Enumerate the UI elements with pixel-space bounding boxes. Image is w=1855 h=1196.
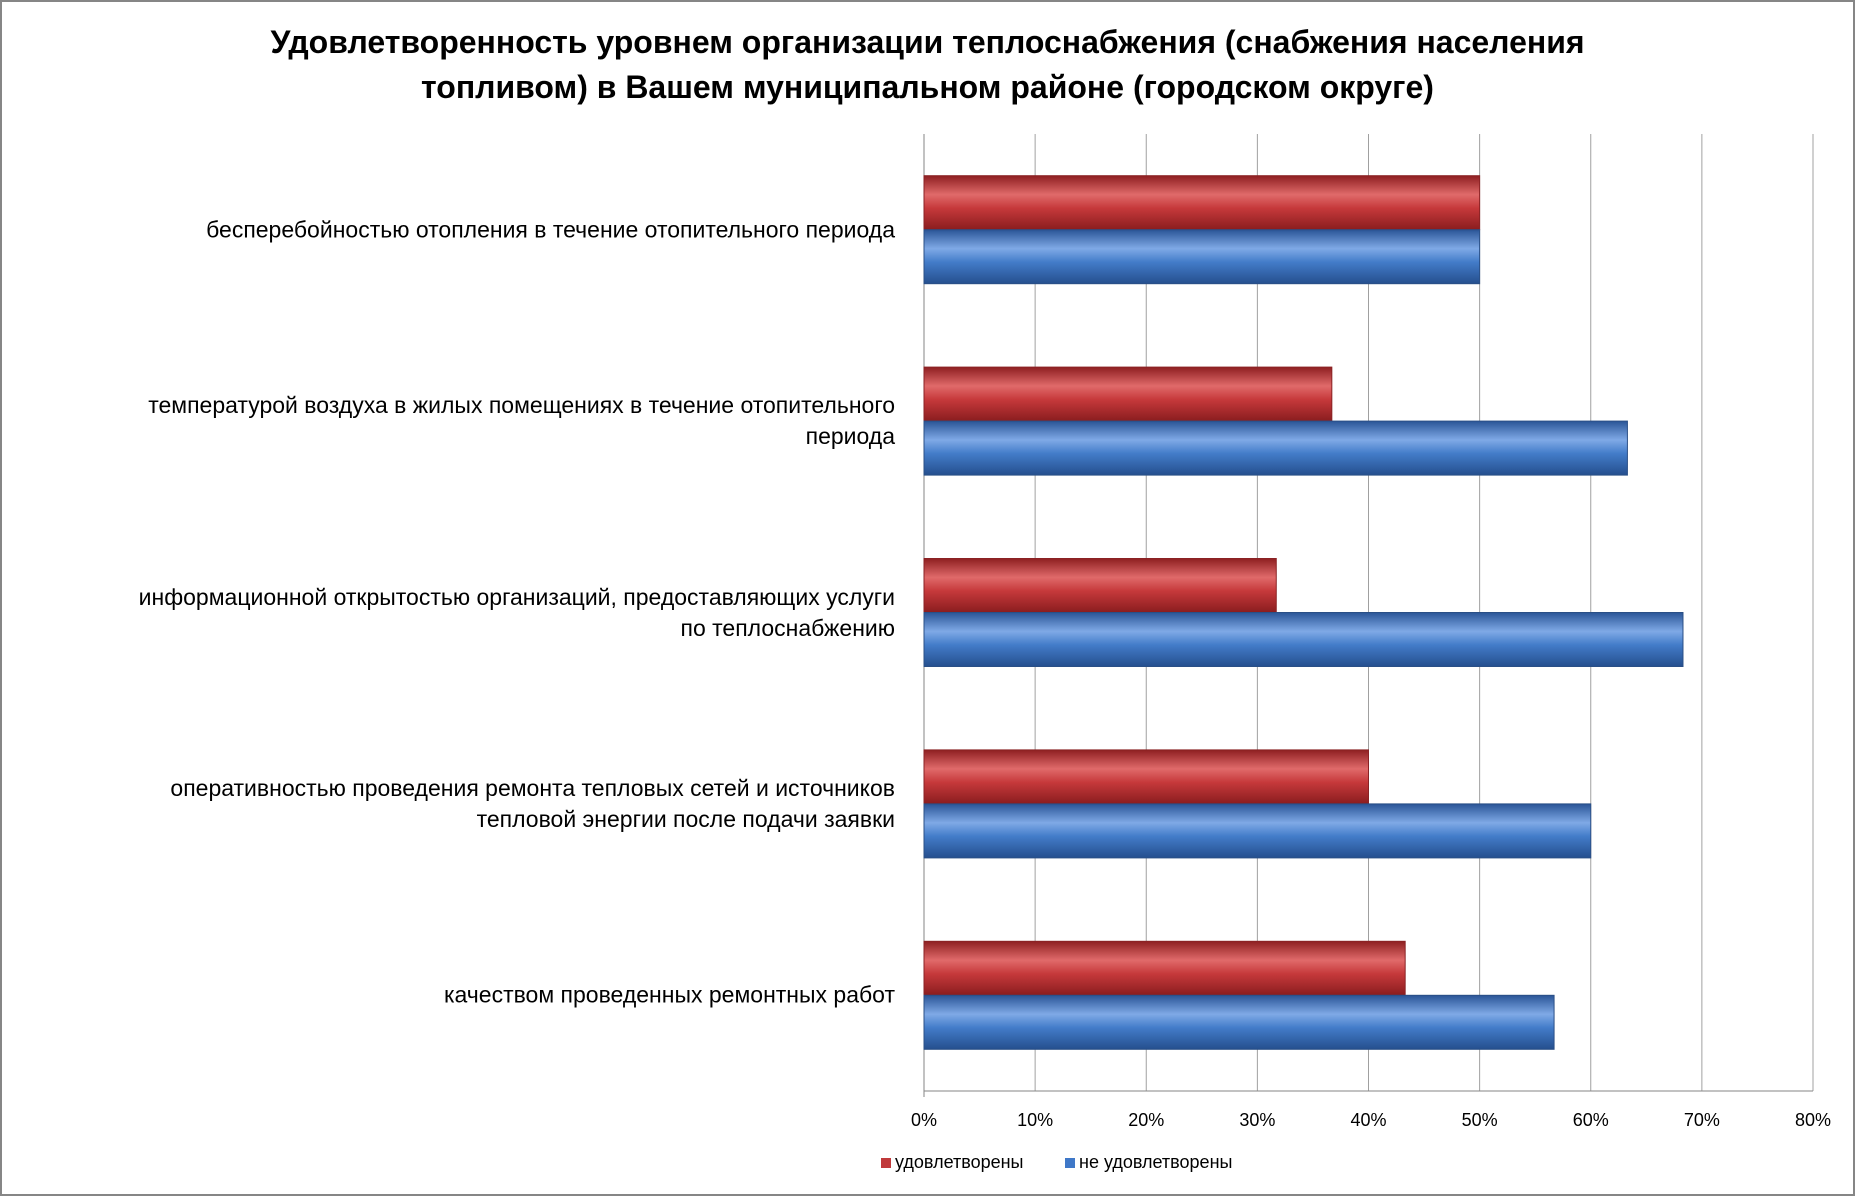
bar-not-satisfied — [923, 612, 1684, 667]
category-label-line: температурой воздуха в жилых помещениях … — [148, 392, 895, 419]
bar-satisfied — [923, 558, 1277, 613]
category-label: бесперебойностью отопления в течение ото… — [0, 214, 895, 245]
category-label: температурой воздуха в жилых помещениях … — [0, 390, 895, 452]
category-label-line: периода — [805, 423, 895, 450]
chart-title: Удовлетворенность уровнем организации те… — [0, 20, 1855, 110]
x-tick-label: 50% — [1462, 1110, 1498, 1130]
category-label-line: по теплоснабжению — [680, 614, 895, 641]
category-label-line: качеством проведенных ремонтных работ — [443, 981, 895, 1008]
category-label: информационной открытостью организаций, … — [0, 582, 895, 644]
x-tick-label: 40% — [1350, 1110, 1386, 1130]
bar-satisfied — [923, 175, 1481, 231]
category-label-line: оперативностью проведения ремонта теплов… — [170, 774, 895, 801]
x-tick-label: 30% — [1239, 1110, 1275, 1130]
x-tick-label: 0% — [911, 1110, 937, 1130]
bar-not-satisfied — [923, 420, 1628, 476]
bar-satisfied — [923, 749, 1369, 805]
category-label-line: информационной открытостью организаций, … — [138, 583, 895, 610]
bar-not-satisfied — [923, 994, 1555, 1050]
legend-item-unsatisfied: не удовлетворены — [1065, 1152, 1232, 1173]
bar-not-satisfied — [923, 229, 1481, 285]
legend-swatch-blue — [1065, 1157, 1075, 1168]
category-label-line: бесперебойностью отопления в течение ото… — [206, 216, 895, 243]
title-line-1: Удовлетворенность уровнем организации те… — [270, 24, 1585, 60]
category-label: качеством проведенных ремонтных работ — [0, 980, 895, 1011]
legend-label: удовлетворены — [895, 1152, 1024, 1172]
category-label: оперативностью проведения ремонта теплов… — [0, 773, 895, 835]
x-tick-label: 70% — [1684, 1110, 1720, 1130]
x-tick-label: 10% — [1017, 1110, 1053, 1130]
x-tick-label: 60% — [1573, 1110, 1609, 1130]
bar-not-satisfied — [923, 803, 1592, 859]
legend-item-satisfied: удовлетворены — [881, 1152, 1024, 1173]
legend-swatch-red — [881, 1157, 891, 1168]
legend-label: не удовлетворены — [1079, 1152, 1233, 1172]
title-line-2: топливом) в Вашем муниципальном районе (… — [421, 69, 1434, 105]
x-tick-label: 20% — [1128, 1110, 1164, 1130]
bar-satisfied — [923, 940, 1406, 996]
x-tick-label: 80% — [1795, 1110, 1831, 1130]
bar-satisfied — [923, 366, 1333, 422]
category-label-line: тепловой энергии после подачи заявки — [476, 805, 895, 832]
